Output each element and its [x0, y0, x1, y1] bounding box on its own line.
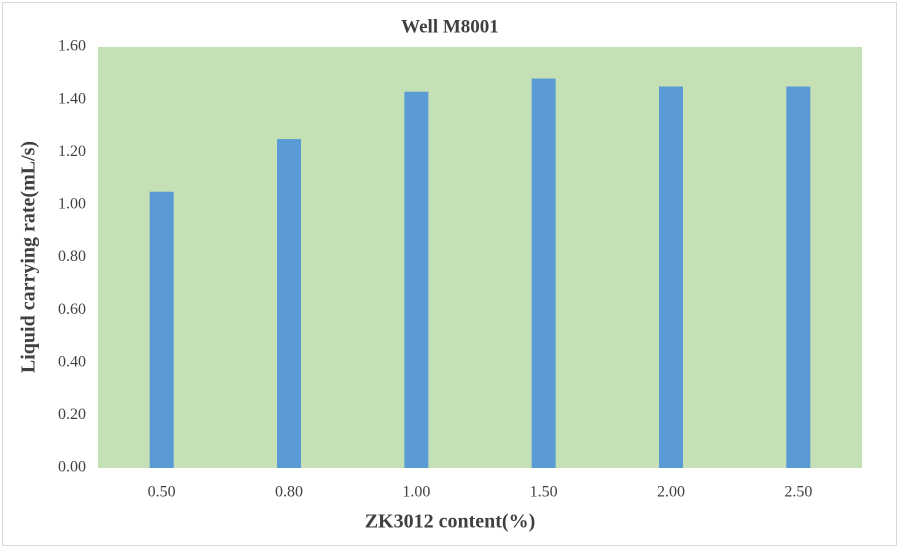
x-tick-label: 1.50 [530, 484, 558, 501]
bar [404, 91, 429, 468]
y-tick-label: 0.00 [58, 459, 86, 476]
bar [659, 86, 683, 468]
y-tick-label: 1.20 [58, 143, 86, 160]
plot-area [98, 47, 862, 468]
bar [149, 191, 174, 468]
y-axis-title: Liquid carrying rate(mL/s) [18, 141, 40, 373]
bar [786, 86, 811, 468]
x-tick-label: 0.80 [275, 484, 303, 501]
x-tick-label: 2.00 [657, 484, 685, 501]
x-tick-label: 1.00 [402, 484, 430, 501]
bar [277, 139, 301, 468]
chart-title: Well M8001 [401, 16, 499, 37]
y-tick-label: 1.60 [58, 38, 86, 55]
y-tick-label: 1.40 [58, 90, 86, 107]
y-tick-label: 1.00 [58, 196, 86, 213]
bar [531, 78, 556, 468]
x-axis-title: ZK3012 content(%) [365, 511, 536, 533]
x-tick-label: 2.50 [784, 484, 812, 501]
x-tick-label: 0.50 [148, 484, 176, 501]
y-tick-label: 0.20 [58, 406, 86, 423]
y-tick-label: 0.40 [58, 353, 86, 370]
y-tick-label: 0.80 [58, 248, 86, 265]
y-tick-label: 0.60 [58, 301, 86, 318]
